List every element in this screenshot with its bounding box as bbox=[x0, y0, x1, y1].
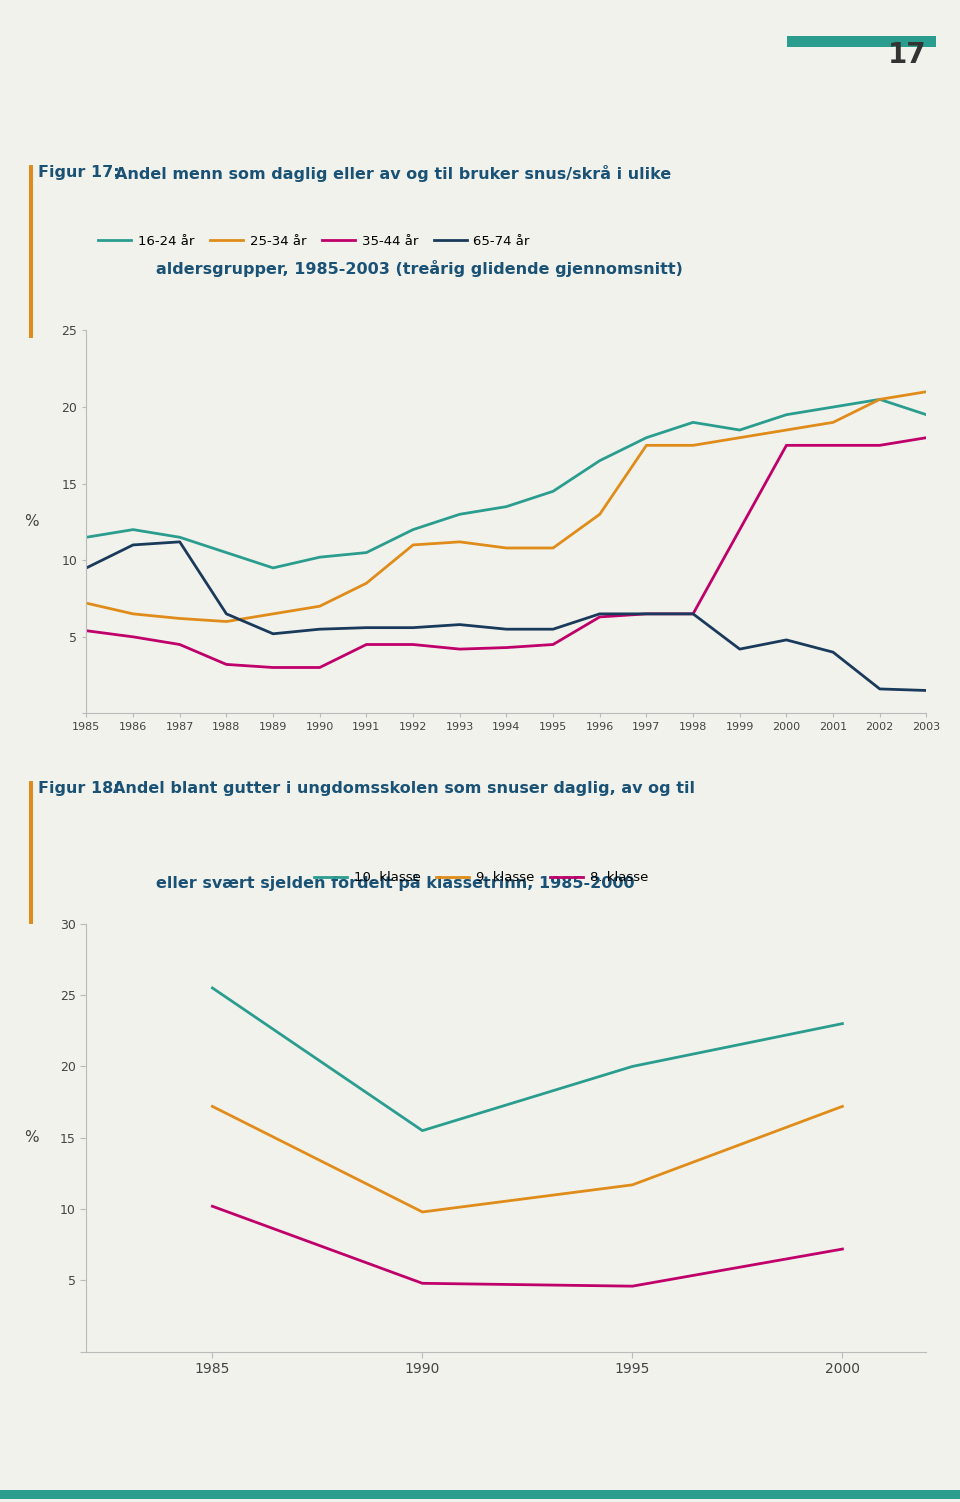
Text: aldersgrupper, 1985-2003 (treårig glidende gjennomsnitt): aldersgrupper, 1985-2003 (treårig gliden… bbox=[156, 260, 683, 278]
Text: Andel blant gutter i ungdomsskolen som snuser daglig, av og til: Andel blant gutter i ungdomsskolen som s… bbox=[113, 781, 695, 796]
Text: %: % bbox=[25, 515, 39, 529]
Text: Figur 17:: Figur 17: bbox=[38, 165, 120, 180]
Text: eller svært sjelden fordelt på klassetrinn, 1985-2000: eller svært sjelden fordelt på klassetri… bbox=[156, 874, 635, 891]
Text: Andel menn som daglig eller av og til bruker snus/skrå i ulike: Andel menn som daglig eller av og til br… bbox=[115, 165, 671, 182]
Legend: 16-24 år, 25-34 år, 35-44 år, 65-74 år: 16-24 år, 25-34 år, 35-44 år, 65-74 år bbox=[93, 230, 535, 254]
Text: Figur 18:: Figur 18: bbox=[38, 781, 120, 796]
Legend: 10. klasse, 9. klasse, 8. klasse: 10. klasse, 9. klasse, 8. klasse bbox=[309, 867, 654, 889]
Text: 17: 17 bbox=[888, 41, 926, 69]
Text: %: % bbox=[25, 1131, 39, 1145]
